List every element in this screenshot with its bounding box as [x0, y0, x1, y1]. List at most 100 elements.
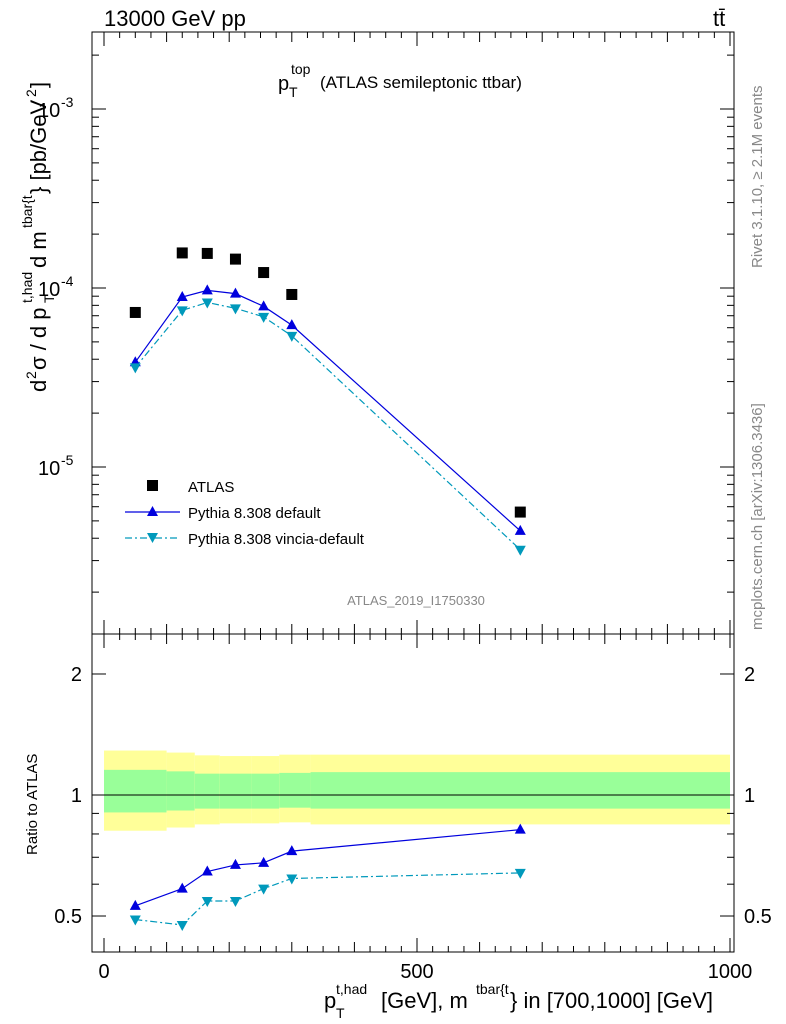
ratio-y-tick-label: 0.5: [54, 906, 82, 928]
svg-text:2: 2: [23, 371, 39, 379]
data-point-vincia: [286, 331, 298, 342]
ratio-point-default: [286, 845, 298, 856]
ratio-point-vincia: [176, 920, 188, 931]
data-point-vincia: [258, 312, 270, 323]
rivet-label: Rivet 3.1.10, ≥ 2.1M events: [749, 86, 766, 269]
x-tick-label: 1000: [708, 961, 753, 983]
svg-text:σ / d p: σ / d p: [26, 308, 51, 371]
ratio-panel-frame: [91, 633, 735, 953]
data-point-atlas: [514, 506, 526, 518]
ratio-panel-ticks: [92, 634, 734, 952]
data-point-atlas: [176, 247, 188, 259]
data-point-atlas: [129, 306, 141, 318]
data-point-atlas: [201, 247, 213, 259]
x-tick-label: 500: [400, 961, 433, 983]
uncertainty-band-inner: [310, 772, 730, 809]
legend-label-atlas: ATLAS: [188, 479, 234, 496]
ratio-point-vincia: [514, 868, 526, 879]
main-panel-ticks: [92, 32, 734, 634]
ratio-uncertainty-bands: [104, 750, 730, 831]
svg-text:tbar{t: tbar{t: [476, 981, 509, 997]
ratio-point-default: [201, 865, 213, 876]
uncertainty-band-inner: [104, 769, 167, 813]
y-tick-label: 10 -4: [38, 273, 74, 301]
svg-text:t,had: t,had: [336, 981, 367, 997]
main-ytick-labels: 10-510-410-3: [38, 94, 74, 480]
ratio-line-0: [135, 829, 521, 907]
uncertainty-band-inner: [251, 773, 280, 809]
y-tick-label-exp: -5: [61, 452, 74, 468]
svg-text:T: T: [41, 294, 57, 303]
ratio-series-lines: [135, 829, 521, 926]
ratio-point-default: [514, 823, 526, 834]
ratio-y-axis-label: Ratio to ATLAS: [24, 754, 41, 855]
svg-text:d m: d m: [26, 231, 51, 268]
svg-text:]: ]: [26, 82, 51, 88]
data-point-default: [514, 524, 526, 535]
svg-text:} [pb/GeV: } [pb/GeV: [26, 99, 51, 194]
x-tick-labels: 0 500 1000: [98, 961, 752, 983]
analysis-id: ATLAS_2019_I1750330: [347, 593, 485, 608]
ratio-point-default: [176, 882, 188, 893]
legend: ATLAS Pythia 8.308 default Pythia 8.308 …: [125, 479, 365, 548]
data-point-vincia: [201, 298, 213, 309]
data-point-default: [286, 319, 298, 330]
ratio-markers: [129, 823, 526, 931]
y-tick-label-base: 10: [38, 279, 60, 301]
ratio-point-vincia: [129, 915, 141, 926]
y-tick-label-exp: -4: [61, 273, 74, 289]
svg-text:T: T: [336, 1005, 345, 1021]
ratio-y-tick-label: 2: [71, 664, 82, 686]
ratio-panel: 0.5 0.5 1 1 2 2 0 500 1000 Ratio to ATLAS p T t…: [24, 633, 772, 1021]
uncertainty-band-inner: [219, 773, 252, 809]
ratio-y-tick-label-right: 2: [744, 664, 755, 686]
ratio-point-vincia: [286, 874, 298, 885]
ratio-point-vincia: [258, 884, 270, 895]
y-tick-label-base: 10: [38, 100, 60, 122]
y-tick-label: 10 -5: [38, 452, 74, 480]
data-point-atlas: [258, 267, 270, 279]
ratio-y-tick-label: 1: [71, 785, 82, 807]
legend-marker-atlas: [147, 480, 158, 491]
legend-marker-default: [147, 506, 158, 516]
legend-label-vincia: Pythia 8.308 vincia-default: [188, 531, 365, 548]
process-label: tt̄: [713, 6, 725, 31]
svg-text:2: 2: [23, 89, 39, 97]
ratio-point-vincia: [229, 896, 241, 907]
svg-text:tbar{t: tbar{t: [19, 195, 35, 228]
data-point-atlas: [286, 288, 298, 300]
data-point-default: [201, 284, 213, 295]
svg-text:t,had: t,had: [19, 272, 35, 303]
svg-text:T: T: [289, 84, 298, 100]
svg-text:[GeV], m: [GeV], m: [381, 988, 468, 1013]
main-y-axis-label: d 2 σ / d p T t,had d m tbar{t } [pb/GeV…: [19, 82, 57, 392]
data-point-vincia: [514, 545, 526, 556]
ratio-y-tick-label-right: 0.5: [744, 906, 772, 928]
x-tick-label: 0: [98, 961, 109, 983]
y-tick-label: 10 -3: [38, 94, 74, 122]
data-point-vincia: [129, 363, 141, 374]
uncertainty-band-inner: [194, 773, 220, 809]
data-point-atlas: [229, 253, 241, 265]
data-point-default: [229, 287, 241, 298]
svg-text:d: d: [26, 380, 51, 392]
y-tick-label-exp: -3: [61, 94, 74, 110]
main-panel: 10-510-410-3 p T top (ATLAS semileptonic…: [19, 31, 735, 635]
ratio-point-default: [229, 858, 241, 869]
ratio-point-vincia: [201, 896, 213, 907]
energy-label: 13000 GeV pp: [104, 6, 246, 31]
data-point-vincia: [229, 304, 241, 315]
main-markers: [129, 247, 526, 556]
uncertainty-band-inner: [279, 772, 311, 808]
plot-title: p T top (ATLAS semileptonic ttbar): [278, 61, 522, 100]
x-axis-label: p T t,had [GeV], m tbar{t } in [700,1000…: [324, 981, 713, 1021]
ratio-point-default: [129, 899, 141, 910]
svg-text:top: top: [291, 61, 311, 77]
svg-text:p: p: [324, 988, 336, 1013]
ratio-ytick-labels: 0.5 0.5 1 1 2 2: [54, 664, 772, 928]
ratio-y-tick-label-right: 1: [744, 785, 755, 807]
data-point-vincia: [176, 306, 188, 317]
data-point-default: [258, 300, 270, 311]
y-tick-label-base: 10: [38, 458, 60, 480]
